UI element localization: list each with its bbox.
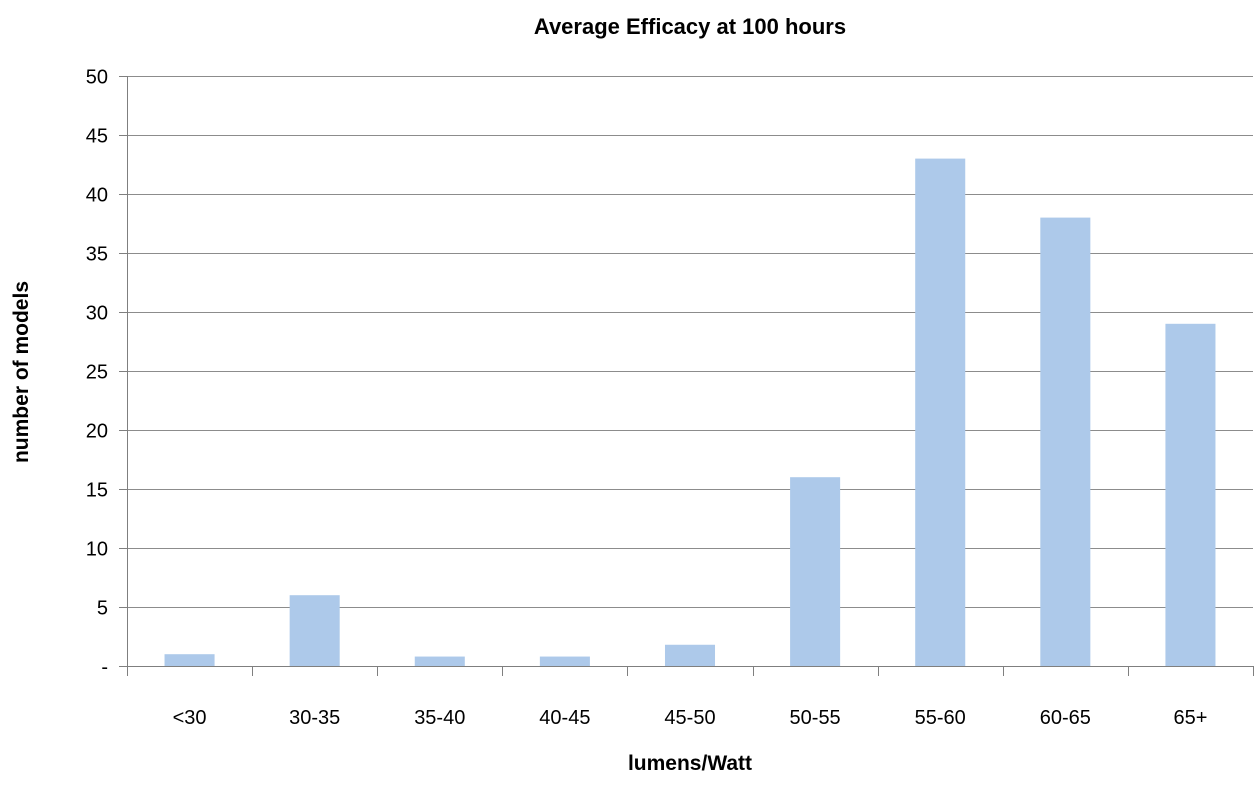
- y-tick-label: 20: [86, 421, 108, 443]
- y-tick-label: -: [101, 657, 108, 679]
- y-tick-labels: - 5 10 15 20 25 30 35 40 45 50: [86, 67, 108, 679]
- x-tick-label: <30: [173, 707, 207, 729]
- bar-30-35: [290, 595, 340, 666]
- y-tick-label: 45: [86, 126, 108, 148]
- chart-title: Average Efficacy at 100 hours: [534, 14, 846, 39]
- x-tick-label: 50-55: [790, 707, 841, 729]
- y-tick-label: 5: [97, 598, 108, 620]
- bar-<30: [165, 654, 215, 666]
- y-tick-label: 30: [86, 303, 108, 325]
- bar-65+: [1165, 324, 1215, 666]
- y-axis-title: number of models: [10, 281, 33, 463]
- x-tick-label: 30-35: [289, 707, 340, 729]
- bar-45-50: [665, 645, 715, 666]
- y-tick-label: 50: [86, 67, 108, 89]
- x-axis-title: lumens/Watt: [628, 752, 752, 775]
- x-tick-label: 35-40: [414, 707, 465, 729]
- bar-35-40: [415, 657, 465, 666]
- y-tick-label: 25: [86, 362, 108, 384]
- x-tick-label: 40-45: [539, 707, 590, 729]
- x-tick-label: 45-50: [664, 707, 715, 729]
- x-tick-label: 60-65: [1040, 707, 1091, 729]
- y-tick-label: 10: [86, 539, 108, 561]
- bar-40-45: [540, 657, 590, 666]
- y-tick-label: 15: [86, 480, 108, 502]
- bars: [165, 159, 1216, 666]
- x-tick-label: 65+: [1173, 707, 1207, 729]
- bar-55-60: [915, 159, 965, 666]
- x-tick-label: 55-60: [915, 707, 966, 729]
- y-tick-label: 40: [86, 185, 108, 207]
- y-tick-label: 35: [86, 244, 108, 266]
- bar-60-65: [1040, 218, 1090, 666]
- bar-50-55: [790, 477, 840, 666]
- x-tick-labels: <30 30-35 35-40 40-45 45-50 50-55 55-60 60-65 65…: [173, 707, 1208, 729]
